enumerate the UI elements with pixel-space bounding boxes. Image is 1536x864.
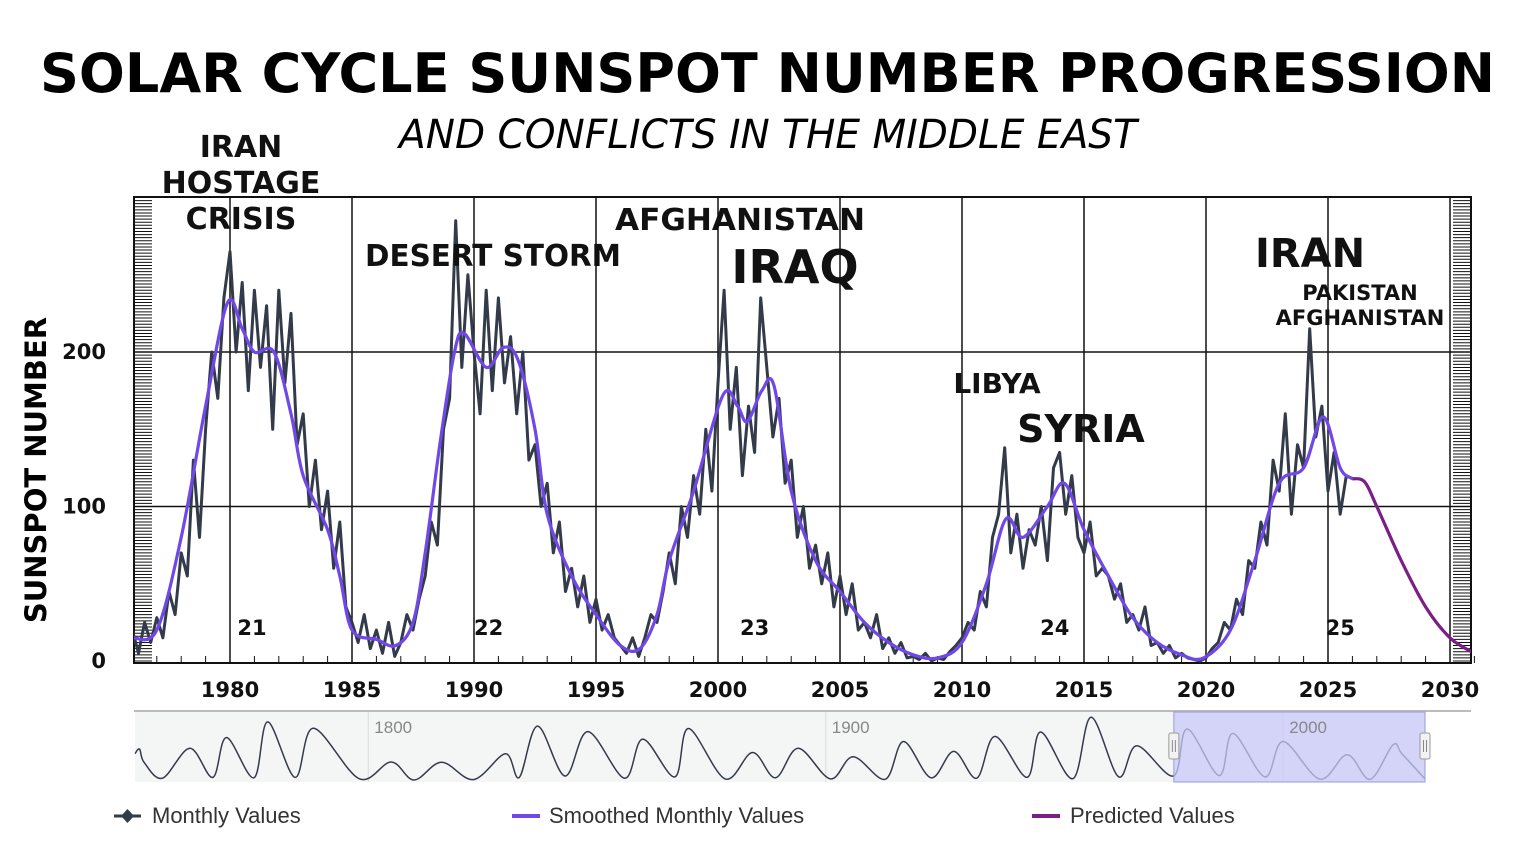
annotation-iran-hostage-3: CRISIS <box>186 202 297 237</box>
annotation-iran-hostage-1: IRAN <box>200 130 283 165</box>
navigator-label-2000: 2000 <box>1289 718 1327 737</box>
series-predicted-values <box>1352 477 1471 654</box>
chart-title: SOLAR CYCLE SUNSPOT NUMBER PROGRESSION <box>40 42 1495 105</box>
annotation-iraq: IRAQ <box>731 240 858 294</box>
x-tick-label-2005: 2005 <box>811 678 869 702</box>
cycle-labels: 21 22 23 24 25 <box>237 616 1354 640</box>
annotation-libya: LIBYA <box>953 367 1041 400</box>
axis-ticks <box>134 197 1475 663</box>
y-axis-label: SUNSPOT NUMBER <box>19 317 53 623</box>
navigator-handle-left[interactable] <box>1168 732 1180 760</box>
legend-item-monthly-values[interactable]: Monthly Values <box>114 803 301 828</box>
legend-item-smoothed-monthly-values[interactable]: Smoothed Monthly Values <box>512 803 804 828</box>
y-tick-label-0: 0 <box>91 649 106 673</box>
x-tick-label-1985: 1985 <box>323 678 381 702</box>
legend-label-smoothed: Smoothed Monthly Values <box>549 803 804 828</box>
legend-item-predicted-values[interactable]: Predicted Values <box>1032 803 1235 828</box>
annotation-afghanistan-2: AFGHANISTAN <box>1276 306 1445 330</box>
y-tick-label-100: 100 <box>62 495 106 519</box>
navigator-label-1900: 1900 <box>832 718 870 737</box>
x-tick-label-2020: 2020 <box>1177 678 1235 702</box>
legend-label-monthly: Monthly Values <box>152 803 301 828</box>
x-tick-label-1995: 1995 <box>567 678 625 702</box>
navigator-handle-right[interactable] <box>1419 732 1431 760</box>
legend: Monthly Values Smoothed Monthly Values P… <box>114 803 1235 828</box>
annotation-desert-storm: DESERT STORM <box>365 239 621 274</box>
series-smoothed-monthly-values <box>134 298 1354 662</box>
navigator[interactable]: 1800 1900 2000 <box>134 710 1471 783</box>
annotation-iran-hostage-2: HOSTAGE <box>162 166 321 201</box>
x-tick-label-2030: 2030 <box>1421 678 1479 702</box>
annotation-syria: SYRIA <box>1017 407 1145 451</box>
x-tick-label-1990: 1990 <box>445 678 503 702</box>
line-diamond-icon <box>114 809 141 823</box>
annotation-iran: IRAN <box>1255 231 1365 277</box>
annotations: IRAN HOSTAGE CRISIS DESERT STORM AFGHANI… <box>162 130 1445 451</box>
x-tick-label-2025: 2025 <box>1299 678 1357 702</box>
x-tick-label-2015: 2015 <box>1055 678 1113 702</box>
x-tick-label-2010: 2010 <box>933 678 991 702</box>
x-tick-labels: 1980 1985 1990 1995 2000 2005 2010 2015 2020 2025… <box>201 678 1479 702</box>
annotation-pakistan: PAKISTAN <box>1302 281 1417 305</box>
chart-subtitle: AND CONFLICTS IN THE MIDDLE EAST <box>396 112 1140 158</box>
navigator-selected-range[interactable] <box>1173 711 1426 783</box>
y-tick-labels: 0 100 200 <box>62 340 106 673</box>
x-tick-label-2000: 2000 <box>689 678 747 702</box>
plot-frame <box>133 196 1472 664</box>
cycle-label-21: 21 <box>237 616 266 640</box>
cycle-label-25: 25 <box>1326 616 1355 640</box>
cycle-label-23: 23 <box>740 616 769 640</box>
x-tick-label-1980: 1980 <box>201 678 259 702</box>
legend-label-predicted: Predicted Values <box>1070 803 1235 828</box>
cycle-label-22: 22 <box>474 616 503 640</box>
cycle-label-24: 24 <box>1040 616 1069 640</box>
annotation-afghanistan: AFGHANISTAN <box>615 203 865 238</box>
y-tick-label-200: 200 <box>62 340 106 364</box>
navigator-label-1800: 1800 <box>374 718 412 737</box>
